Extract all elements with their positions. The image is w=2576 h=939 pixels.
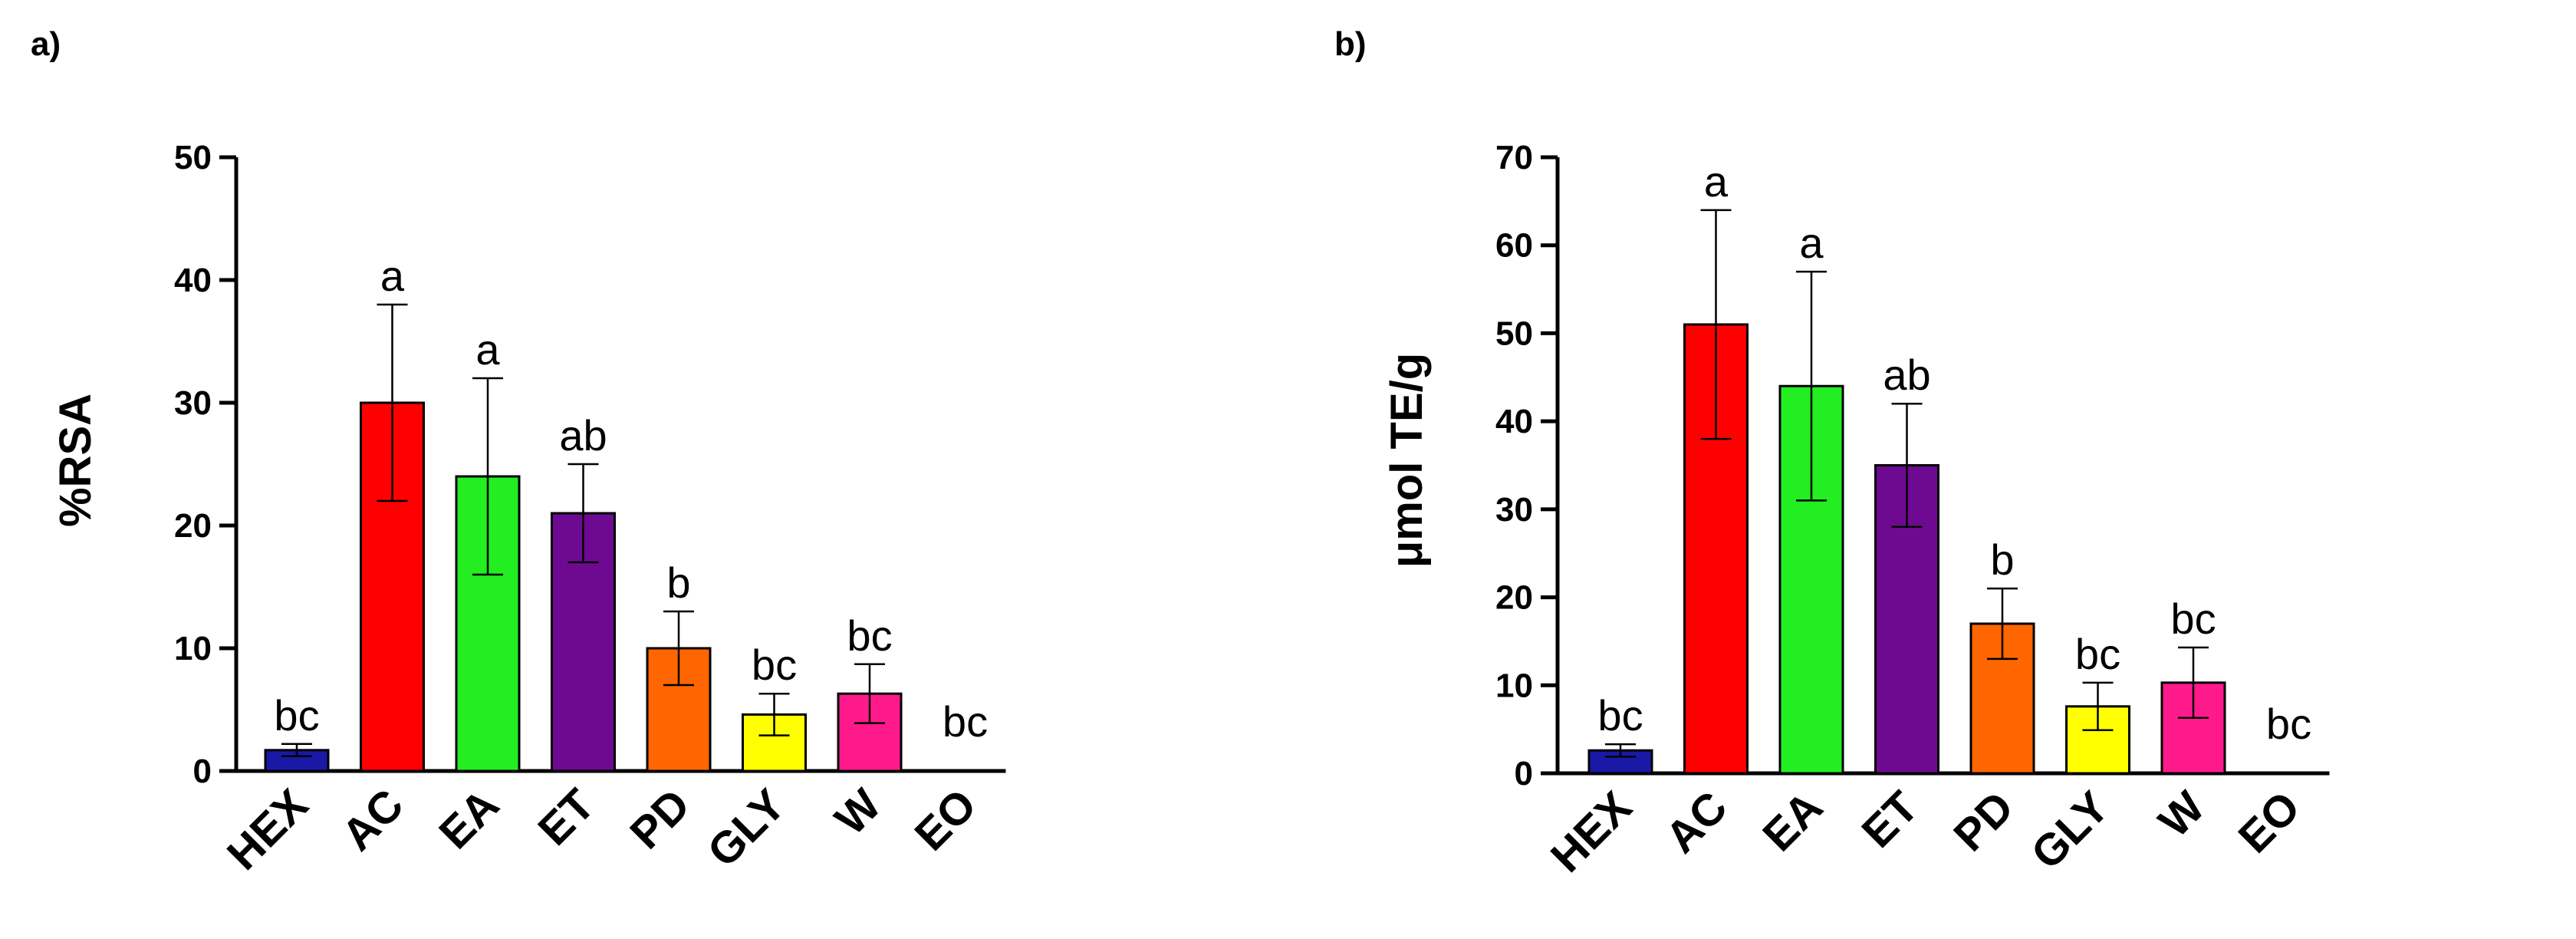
- panel-a-category-label-pd: PD: [620, 779, 699, 858]
- panel-b-y-tick-label: 0: [1515, 755, 1533, 792]
- panel-b-significance-pd: b: [1990, 535, 2014, 584]
- panel-b-y-tick-label: 20: [1495, 579, 1533, 617]
- panel-b-y-axis-title: μmol TE/g: [1382, 353, 1432, 568]
- panel-a-category-label-et: ET: [528, 779, 604, 855]
- panel-a-category-label-hex: HEX: [218, 779, 318, 880]
- panel-a-y-tick-label: 20: [174, 507, 212, 545]
- panel-b-y-tick-label: 50: [1495, 315, 1533, 352]
- panel-a-bar-pd: [646, 647, 712, 773]
- panel-b-y-tick-label: 70: [1495, 139, 1533, 176]
- panel-b-bar-et: [1874, 464, 1939, 775]
- panel-a-significance-pd: b: [666, 558, 690, 607]
- panel-b-category-label-gly: GLY: [2022, 782, 2119, 879]
- panel-a-category-label-ea: EA: [429, 779, 508, 858]
- panel-a-significance-et: ab: [559, 411, 607, 460]
- panel-b-significance-ea: a: [1799, 219, 1824, 267]
- panel-a-label: a): [31, 25, 61, 63]
- panel-b-category-label-hex: HEX: [1541, 782, 1642, 882]
- panel-b-bars: 0 10 20 30 40 50 60 70 bc HEX a AC a EA ab ET b PD bc GLY bc…: [1495, 139, 2330, 882]
- panel-a-significance-w: bc: [847, 611, 892, 660]
- panel-b-category-label-eo: EO: [2229, 782, 2309, 862]
- panel-b-significance-w: bc: [2170, 595, 2216, 643]
- panel-b-label: b): [1334, 25, 1367, 63]
- panel-b-category-label-ac: AC: [1656, 782, 1736, 862]
- panel-b-y-tick-label: 30: [1495, 491, 1533, 529]
- panel-a-significance-ac: a: [380, 252, 405, 300]
- panel-b-bar-pd: [1969, 622, 2035, 775]
- panel-a-y-tick-label: 30: [174, 384, 212, 422]
- panel-b-significance-hex: bc: [1597, 691, 1643, 740]
- panel-a-bar-w: [837, 692, 903, 773]
- panel-a: a) %RSA 0 10 20 30 40 50 bc HEX a AC a EA ab ET b PD bc G…: [31, 25, 1006, 880]
- panel-b-category-label-ea: EA: [1753, 782, 1832, 861]
- panel-b-significance-gly: bc: [2075, 630, 2120, 678]
- panel-b-y-tick-label: 40: [1495, 403, 1533, 440]
- panel-b-y-tick-label: 10: [1495, 667, 1533, 704]
- panel-a-y-axis-title: %RSA: [51, 394, 100, 527]
- panel-b-category-label-w: W: [2150, 782, 2215, 847]
- panel-a-bars: 0 10 20 30 40 50 bc HEX a AC a EA ab ET b PD bc GLY bc Wbc E…: [174, 139, 1006, 880]
- panel-b-significance-et: ab: [1883, 351, 1930, 399]
- panel-b-significance-ac: a: [1704, 157, 1729, 206]
- panel-a-category-label-w: W: [826, 779, 891, 845]
- panel-b-category-label-et: ET: [1852, 782, 1927, 857]
- panel-a-significance-ea: a: [475, 325, 500, 374]
- panel-b-significance-eo: bc: [2266, 700, 2311, 748]
- panel-a-significance-eo: bc: [943, 697, 988, 746]
- panel-b-y-tick-label: 60: [1495, 227, 1533, 265]
- panel-a-significance-hex: bc: [274, 691, 319, 740]
- panel-a-y-tick-label: 0: [193, 753, 212, 790]
- panel-a-y-tick-label: 50: [174, 139, 212, 176]
- panel-a-category-label-ac: AC: [332, 779, 413, 860]
- panel-a-y-tick-label: 40: [174, 262, 212, 299]
- panel-b: b) μmol TE/g 0 10 20 30 40 50 60 70 bc HEX a AC a EA a…: [1334, 25, 2330, 882]
- panel-a-category-label-eo: EO: [905, 779, 985, 860]
- panel-a-y-tick-label: 10: [174, 630, 212, 667]
- panel-a-category-label-gly: GLY: [698, 779, 795, 877]
- panel-b-category-label-pd: PD: [1944, 782, 2023, 861]
- panel-a-significance-gly: bc: [752, 641, 797, 689]
